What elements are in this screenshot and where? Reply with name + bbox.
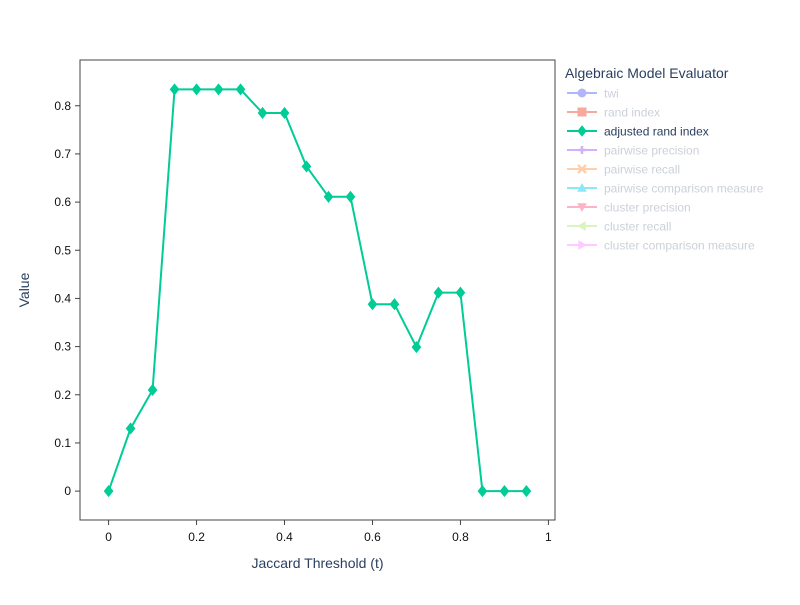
legend-swatch-marker xyxy=(577,88,587,98)
data-point xyxy=(521,485,532,498)
legend-label: pairwise recall xyxy=(604,163,680,177)
y-axis-label: Value xyxy=(16,272,32,307)
legend-swatch-marker xyxy=(577,125,587,137)
legend-label: rand index xyxy=(604,106,660,120)
legend-swatch-marker xyxy=(577,182,587,192)
legend: Algebraic Model Evaluator twi rand index a… xyxy=(565,65,764,253)
data-point xyxy=(499,485,510,498)
data-point xyxy=(279,106,290,120)
legend-label: pairwise precision xyxy=(604,144,699,158)
data-point xyxy=(103,485,114,498)
legend-label: cluster comparison measure xyxy=(604,239,755,253)
x-tick-label: 1 xyxy=(545,530,552,544)
data-point xyxy=(257,106,268,120)
legend-item[interactable]: pairwise recall xyxy=(567,163,680,177)
x-tick-label: 0.8 xyxy=(452,530,469,544)
x-tick-label: 0.2 xyxy=(188,530,205,544)
data-point xyxy=(213,83,224,96)
y-tick-label: 0.2 xyxy=(54,388,71,402)
legend-label: twi xyxy=(604,87,619,101)
data-point xyxy=(235,83,246,96)
legend-title: Algebraic Model Evaluator xyxy=(565,65,729,81)
data-point xyxy=(323,190,334,203)
legend-label: cluster recall xyxy=(604,220,671,234)
legend-swatch-marker xyxy=(577,203,587,213)
data-point xyxy=(411,341,422,354)
legend-swatch-marker xyxy=(578,240,588,250)
y-tick-label: 0.4 xyxy=(54,291,71,305)
y-tick-label: 0.7 xyxy=(54,147,71,161)
legend-swatch-marker xyxy=(577,164,587,174)
y-tick-label: 0.1 xyxy=(54,436,71,450)
legend-swatch-marker xyxy=(578,146,586,154)
legend-item[interactable]: adjusted rand index xyxy=(567,125,709,139)
legend-item[interactable]: pairwise precision xyxy=(567,144,699,158)
data-point xyxy=(389,298,400,311)
y-tick-label: 0.8 xyxy=(54,99,71,113)
data-point xyxy=(367,298,378,311)
legend-item[interactable]: rand index xyxy=(567,106,660,120)
legend-item[interactable]: cluster precision xyxy=(567,201,691,215)
legend-swatch-marker xyxy=(577,107,587,117)
x-tick-label: 0.6 xyxy=(364,530,381,544)
data-point xyxy=(125,422,136,435)
data-point xyxy=(169,83,180,96)
series-line xyxy=(107,88,527,493)
plot-frame xyxy=(79,59,556,521)
y-tick-label: 0.5 xyxy=(54,243,71,257)
data-point xyxy=(191,83,202,96)
legend-item[interactable]: cluster recall xyxy=(567,220,671,234)
legend-item[interactable]: twi xyxy=(567,87,619,101)
legend-label: adjusted rand index xyxy=(604,125,709,139)
y-tick-label: 0.6 xyxy=(54,195,71,209)
x-axis-label: Jaccard Threshold (t) xyxy=(251,555,383,571)
x-tick-label: 0.4 xyxy=(276,530,293,544)
x-tick-label: 0 xyxy=(105,530,112,544)
y-tick-label: 0.3 xyxy=(54,340,71,354)
data-point xyxy=(477,485,488,498)
legend-item[interactable]: cluster comparison measure xyxy=(567,239,755,253)
legend-label: cluster precision xyxy=(604,201,691,215)
y-tick-label: 0 xyxy=(64,484,71,498)
plot-area: 0 0.2 0.4 0.6 0.8 1 0 0.1 0.2 0.3 0.4 0.5 0.6 0.7 0.8 xyxy=(54,59,556,544)
legend-label: pairwise comparison measure xyxy=(604,182,764,196)
legend-swatch-marker xyxy=(576,221,586,231)
data-point xyxy=(345,190,356,203)
data-point xyxy=(301,160,312,173)
data-point xyxy=(433,286,444,299)
data-point xyxy=(147,383,158,396)
legend-item[interactable]: pairwise comparison measure xyxy=(567,182,764,196)
data-point xyxy=(455,286,466,299)
series-2 xyxy=(103,83,532,498)
